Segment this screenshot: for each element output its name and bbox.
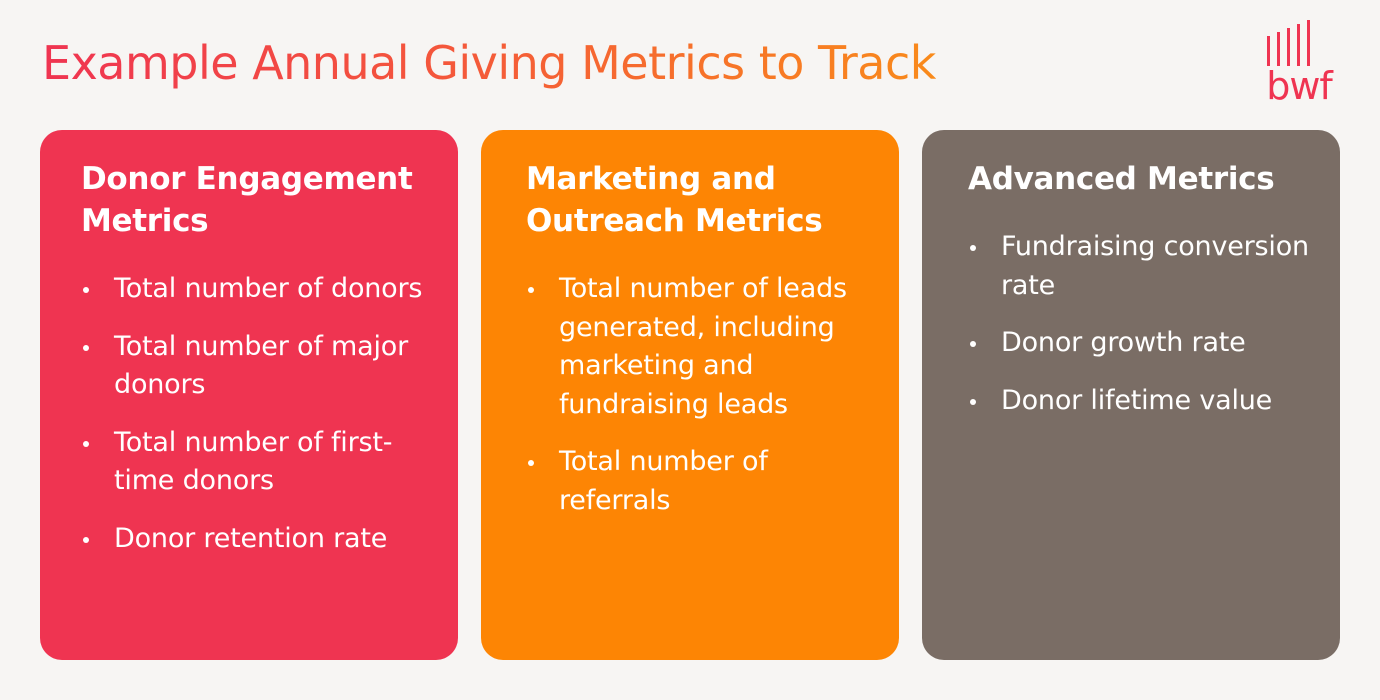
card-donor-engagement: Donor Engagement Metrics Total number of… — [40, 130, 458, 660]
metric-list: Total number of leads generated, includi… — [526, 270, 869, 520]
card-marketing-outreach: Marketing and Outreach Metrics Total num… — [481, 130, 899, 660]
list-item: Total number of first-time donors — [81, 424, 428, 501]
list-item: Total number of referrals — [526, 443, 869, 520]
list-item: Total number of major donors — [81, 328, 428, 405]
list-item: Donor lifetime value — [968, 382, 1310, 421]
card-title: Donor Engagement Metrics — [81, 161, 413, 239]
metric-list: Total number of donors Total number of m… — [81, 270, 428, 558]
list-item: Donor growth rate — [968, 324, 1310, 363]
metric-list: Fundraising conversion rate Donor growth… — [968, 228, 1310, 420]
logo-bars-icon — [1267, 20, 1310, 66]
list-item: Fundraising conversion rate — [968, 228, 1310, 305]
card-title: Advanced Metrics — [968, 161, 1275, 197]
list-item: Donor retention rate — [81, 520, 428, 559]
list-item: Total number of leads generated, includi… — [526, 270, 869, 424]
brand-logo: bwf — [1254, 20, 1344, 110]
list-item: Total number of donors — [81, 270, 428, 309]
card-title: Marketing and Outreach Metrics — [526, 161, 823, 239]
page-title: Example Annual Giving Metrics to Track — [42, 30, 936, 96]
logo-text: bwf — [1266, 64, 1333, 108]
card-advanced: Advanced Metrics Fundraising conversion … — [922, 130, 1340, 660]
